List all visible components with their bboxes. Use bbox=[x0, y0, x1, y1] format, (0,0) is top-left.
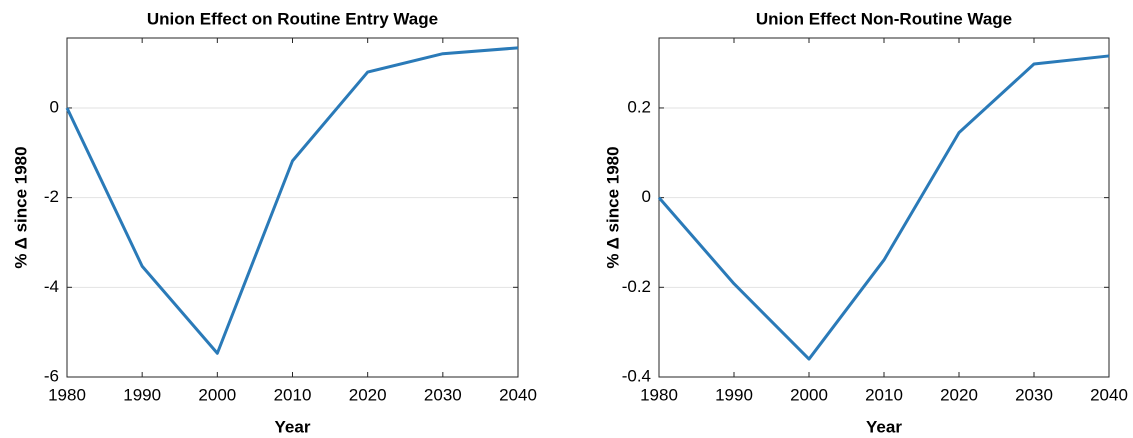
title: Union Effect on Routine Entry Wage bbox=[147, 9, 438, 28]
x-tick-label: 2010 bbox=[865, 385, 903, 404]
line bbox=[65, 46, 519, 355]
y-tick-label: 0 bbox=[642, 187, 651, 206]
x-tick-label: 2000 bbox=[198, 385, 236, 404]
x-tick-label: 2000 bbox=[790, 385, 828, 404]
x-tick-label: 1990 bbox=[123, 385, 161, 404]
x-tick-label: 2020 bbox=[349, 385, 387, 404]
y-tick-label: -2 bbox=[44, 187, 59, 206]
axis-label: Year bbox=[866, 417, 902, 436]
line bbox=[657, 54, 1110, 361]
x-tick-label: 2030 bbox=[424, 385, 462, 404]
x-tick-label: 1980 bbox=[48, 385, 86, 404]
y-tick-label: -6 bbox=[44, 366, 59, 385]
x-tick-label: 2040 bbox=[499, 385, 537, 404]
x-tick-label: 2010 bbox=[274, 385, 312, 404]
plot-frame bbox=[66, 37, 519, 378]
y-tick-label: 0 bbox=[50, 97, 59, 116]
axis-label: % Δ since 1980 bbox=[603, 146, 622, 268]
x-tick-label: 2020 bbox=[940, 385, 978, 404]
y-tick-label: -0.4 bbox=[622, 366, 651, 385]
axis-label: % Δ since 1980 bbox=[11, 146, 30, 268]
y-tick-label: -0.2 bbox=[622, 277, 651, 296]
x-tick-label: 2030 bbox=[1015, 385, 1053, 404]
x-tick-label: 2040 bbox=[1090, 385, 1128, 404]
title: Union Effect Non-Routine Wage bbox=[756, 9, 1012, 28]
x-tick-label: 1990 bbox=[715, 385, 753, 404]
plot-frame bbox=[658, 37, 1110, 378]
y-tick-label: -4 bbox=[44, 277, 59, 296]
axis-label: Year bbox=[275, 417, 311, 436]
x-tick-label: 1980 bbox=[640, 385, 678, 404]
y-tick-label: 0.2 bbox=[627, 97, 651, 116]
